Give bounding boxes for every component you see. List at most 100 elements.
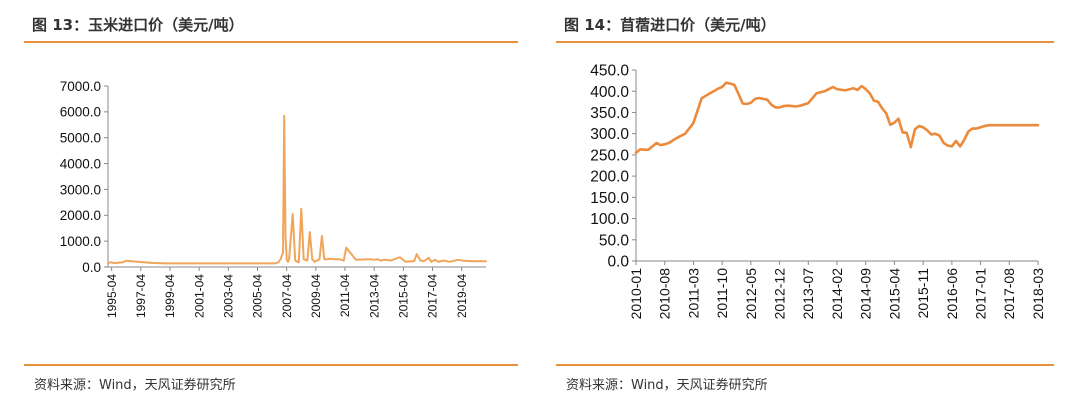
data-point — [443, 260, 444, 261]
data-point — [399, 257, 400, 258]
data-point — [754, 98, 755, 99]
data-point — [126, 260, 127, 261]
data-point — [824, 91, 825, 92]
data-point — [330, 258, 331, 259]
x-tick-label: 2011-03 — [685, 268, 701, 319]
data-point — [648, 149, 649, 150]
y-tick-label: 0.0 — [607, 254, 629, 271]
data-point — [939, 135, 940, 136]
data-point — [660, 145, 661, 146]
data-point — [297, 261, 298, 262]
data-point — [405, 261, 406, 262]
x-tick-label: 2019-04 — [455, 274, 469, 318]
data-point — [832, 86, 833, 87]
data-point — [157, 263, 158, 264]
data-point — [779, 107, 780, 108]
data-point — [114, 263, 115, 264]
data-point — [726, 82, 727, 83]
data-point — [1021, 125, 1022, 126]
data-point — [1025, 125, 1026, 126]
data-point — [787, 105, 788, 106]
data-point — [857, 89, 858, 90]
data-point — [324, 259, 325, 260]
x-tick-label: 2018-03 — [1030, 268, 1046, 320]
figure-14-panel: 图 14：苜蓿进口价（美元/吨） 0.0 50.0 100.0 150.0 200.0 2… — [556, 0, 1054, 400]
data-point — [664, 144, 665, 145]
series-line-0 — [107, 114, 487, 265]
x-tick-label: 1999-04 — [163, 274, 177, 318]
data-point — [717, 88, 718, 89]
data-point — [287, 261, 288, 262]
data-point — [307, 260, 308, 261]
data-point — [947, 145, 948, 146]
data-point — [385, 259, 386, 260]
corn-import-price-chart: 0.0 1000.0 2000.0 3000.0 4000.0 5000.0 6000.0 7… — [60, 79, 487, 318]
figure-13-panel: 图 13：玉米进口价（美元/吨） 0.0 1000.0 2000.0 3000.0 40… — [24, 0, 518, 400]
x-tick-label: 2015-11 — [915, 268, 931, 319]
x-tick-label: 2011-04 — [338, 274, 352, 317]
data-point — [457, 259, 458, 260]
data-point — [151, 262, 152, 263]
x-tick-label: 2017-08 — [1001, 268, 1017, 320]
y-tick-label: 200.0 — [590, 169, 629, 186]
data-point — [960, 146, 961, 147]
data-point — [742, 103, 743, 104]
data-point — [713, 91, 714, 92]
data-point — [377, 259, 378, 260]
data-point — [771, 104, 772, 105]
figure-title: 图 13：玉米进口价（美元/吨） — [32, 16, 244, 34]
data-point — [955, 140, 956, 141]
data-point — [282, 252, 283, 253]
data-point — [894, 122, 895, 123]
data-point — [877, 101, 878, 102]
data-point — [984, 125, 985, 126]
data-point — [284, 115, 285, 116]
source-note: 资料来源：Wind，天风证券研究所 — [34, 378, 236, 393]
data-point — [321, 235, 322, 236]
data-point — [464, 260, 465, 261]
data-point — [107, 262, 108, 263]
x-tick-label: 2010-01 — [628, 268, 644, 320]
data-point — [438, 261, 439, 262]
x-tick-label: 2013-04 — [367, 274, 381, 318]
data-point — [285, 235, 286, 236]
data-point — [722, 86, 723, 87]
data-point — [943, 142, 944, 143]
data-point — [927, 130, 928, 131]
alfalfa-import-price-chart: 0.0 50.0 100.0 150.0 200.0 250.0 300.0 350.0 400… — [590, 63, 1046, 320]
data-point — [980, 127, 981, 128]
data-point — [734, 84, 735, 85]
data-point — [1005, 125, 1006, 126]
data-point — [676, 137, 677, 138]
y-tick-label: 7000.0 — [60, 79, 101, 94]
data-point — [816, 93, 817, 94]
data-point — [750, 102, 751, 103]
source-note: 资料来源：Wind，天风证券研究所 — [566, 378, 768, 393]
data-point — [374, 259, 375, 260]
data-point — [890, 124, 891, 125]
data-point — [767, 99, 768, 100]
data-point — [902, 132, 903, 133]
data-point — [845, 90, 846, 91]
y-tick-label: 450.0 — [590, 63, 629, 80]
data-point — [738, 94, 739, 95]
data-point — [656, 142, 657, 143]
data-point — [992, 125, 993, 126]
data-point — [931, 134, 932, 135]
data-point — [1017, 125, 1018, 126]
x-tick-label: 1995-04 — [105, 274, 119, 318]
x-tick-label: 2011-10 — [714, 268, 730, 319]
data-point — [346, 247, 347, 248]
source-divider — [556, 364, 1054, 366]
data-point — [338, 259, 339, 260]
data-point — [914, 129, 915, 130]
data-point — [380, 260, 381, 261]
y-tick-label: 100.0 — [590, 211, 629, 228]
data-point — [317, 260, 318, 261]
data-point — [800, 105, 801, 106]
x-tick-label: 2009-04 — [309, 274, 323, 318]
data-point — [420, 260, 421, 261]
y-tick-label: 6000.0 — [60, 105, 101, 120]
data-point — [746, 103, 747, 104]
data-point — [918, 125, 919, 126]
